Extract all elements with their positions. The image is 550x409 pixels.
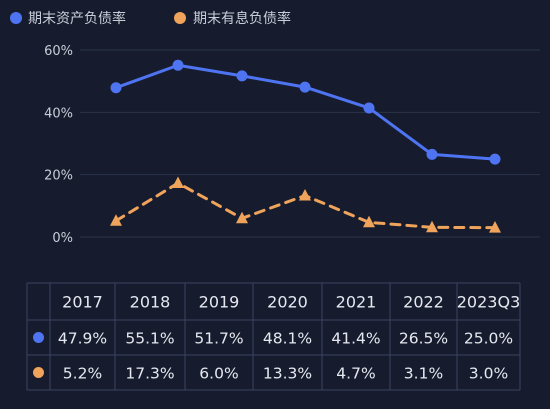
data-point-s1-1[interactable]: [172, 176, 184, 189]
table-cell: 4.7%: [336, 365, 375, 383]
table-cell: 26.5%: [399, 330, 448, 348]
data-point-s0-1[interactable]: [172, 59, 184, 71]
table-row-marker-1: [33, 367, 44, 378]
table-cell: 13.3%: [263, 365, 312, 383]
data-point-s0-5[interactable]: [426, 148, 438, 160]
table-cell: 25.0%: [464, 330, 513, 348]
y-tick-label: 20%: [44, 169, 73, 184]
data-point-s0-6[interactable]: [489, 153, 501, 165]
y-axis: 0% 20% 40% 60%: [44, 44, 73, 246]
table-header-cell: 2018: [130, 293, 171, 312]
table-header-cell: 2019: [199, 293, 240, 312]
data-point-s1-0[interactable]: [110, 214, 122, 226]
table-header-cell: 2022: [403, 293, 444, 312]
table-cell: 6.0%: [199, 365, 238, 383]
data-point-s1-4[interactable]: [363, 215, 375, 228]
legend-marker-interest-debt: [174, 12, 186, 24]
legend-label-interest-debt: 期末有息负债率: [193, 10, 291, 27]
table-header-cell: 2020: [267, 293, 308, 312]
legend-item-interest-debt[interactable]: 期末有息负债率: [174, 10, 291, 27]
legend-marker-asset-liability: [10, 12, 22, 24]
table-cell: 48.1%: [263, 330, 312, 348]
y-tick-label: 0%: [52, 231, 73, 246]
y-tick-label: 60%: [44, 44, 73, 59]
series-line-1: [114, 181, 497, 230]
table-header-cell: 2021: [336, 293, 377, 312]
table-header-cell: 2017: [62, 293, 103, 312]
table-cell: 17.3%: [125, 365, 174, 383]
table-header-cell: 2023Q3: [457, 293, 521, 312]
table-cell: 51.7%: [194, 330, 243, 348]
y-tick-label: 40%: [44, 106, 73, 121]
data-point-s0-3[interactable]: [299, 81, 311, 93]
table-cell: 5.2%: [63, 365, 102, 383]
table-cell: 47.9%: [58, 330, 107, 348]
table-cell: 3.0%: [469, 365, 508, 383]
legend: 期末资产负债率 期末有息负债率: [10, 10, 291, 27]
grid: [80, 49, 540, 238]
data-point-s0-4[interactable]: [363, 102, 375, 114]
data-point-s1-6[interactable]: [489, 221, 501, 233]
legend-label-asset-liability: 期末资产负债率: [28, 10, 126, 27]
table-cell: 41.4%: [331, 330, 380, 348]
data-point-s1-5[interactable]: [426, 220, 438, 233]
data-point-s1-3[interactable]: [299, 188, 311, 201]
data-table: 2017 2018 2019 2020 2021 2022 2023Q3 47.9% 55.1%…: [26, 282, 521, 391]
data-point-s1-2[interactable]: [236, 211, 248, 224]
table-cell: 55.1%: [125, 330, 174, 348]
data-point-s0-0[interactable]: [110, 82, 122, 94]
table-cell: 3.1%: [404, 365, 443, 383]
table-row-marker-0: [33, 332, 44, 343]
plot-area: [110, 59, 501, 233]
data-point-s0-2[interactable]: [236, 70, 248, 82]
legend-item-asset-liability[interactable]: 期末资产负债率: [10, 10, 126, 27]
